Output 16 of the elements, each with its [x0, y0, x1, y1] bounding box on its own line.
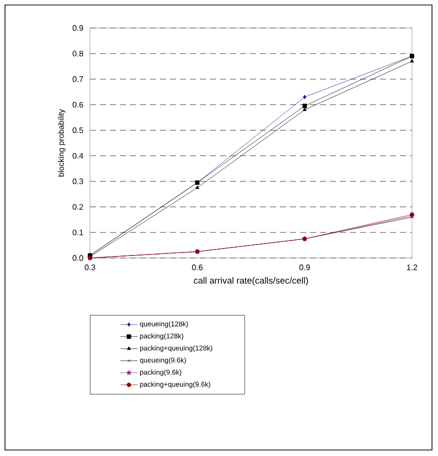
y-tick-label: 0.6 — [72, 102, 84, 108]
y-tick-label: 0.9 — [72, 25, 84, 31]
y-tick-label: 0.1 — [72, 230, 84, 236]
x-axis-title: call arrival rate(calls/sec/cell) — [194, 277, 308, 286]
x-tick-label: 0.9 — [299, 264, 310, 270]
y-tick-label: 0.5 — [72, 127, 84, 134]
x-tick-label: 0.6 — [192, 264, 203, 270]
y-tick-label: 0.0 — [72, 255, 84, 261]
y-axis-title: blocking probability — [58, 109, 66, 177]
y-tick-label: 0.8 — [72, 50, 84, 56]
x-tick-label: 1.2 — [407, 264, 418, 270]
y-tick-label: 0.2 — [72, 204, 84, 210]
y-tick-label: 0.7 — [72, 76, 84, 82]
y-tick-label: 0.3 — [72, 178, 84, 184]
x-tick-label: 0.3 — [84, 264, 96, 270]
y-tick-label: 0.4 — [72, 152, 84, 159]
